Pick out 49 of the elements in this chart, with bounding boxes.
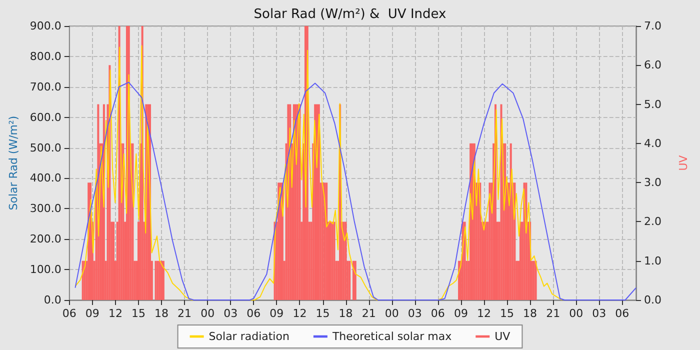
x-tick-label: 09 [85,307,100,320]
x-tick-label: 21 [178,307,192,320]
y-tick-label: 600.0 [30,110,62,124]
y-tick-label: 900.0 [30,20,62,32]
x-tick-label: 06 [62,307,76,320]
y-tick-label: 700.0 [30,80,62,94]
x-tick-label: 06 [615,307,630,320]
y2-tick-label: 1.0 [644,254,662,268]
x-tick-label: 21 [546,307,560,320]
y2-tick-label: 3.0 [644,176,662,190]
x-tick-label: 18 [523,307,538,320]
x-tick-label: 00 [569,307,584,320]
x-tick-label: 03 [408,307,422,320]
y-tick-label: 400.0 [30,172,62,185]
x-tick-label: 21 [362,307,376,320]
y2-tick-label: 6.0 [644,58,662,72]
y2-tick-label: 0.0 [644,294,662,306]
y-tick-label: 300.0 [30,202,62,216]
y2-tick-label: 5.0 [644,98,662,111]
y2-tick-label: 7.0 [644,20,662,32]
y-tick-label: 200.0 [30,232,62,246]
x-tick-label: 00 [200,307,215,320]
x-tick-label: 12 [108,307,122,320]
chart-title: Solar Rad (W/m²) & UV Index [254,7,447,22]
y2-tick-label: 4.0 [644,136,662,150]
legend-label: Theoretical solar max [331,330,452,343]
x-tick-label: 06 [246,307,261,320]
x-tick-label: 09 [454,307,468,320]
x-tick-label: 18 [338,307,353,320]
x-tick-label: 03 [592,307,606,320]
y-tick-label: 500.0 [30,141,62,154]
x-tick-label: 12 [476,307,491,320]
x-tick-label: 15 [131,307,146,320]
x-tick-label: 15 [500,307,514,320]
x-tick-label: 09 [270,307,284,320]
y-tick-label: 100.0 [30,263,62,276]
legend-label: UV [494,330,511,343]
y-axis-title: Solar Rad (W/m²) [7,116,20,210]
y-tick-label: 800.0 [30,50,62,63]
y-tick-label: 0.0 [44,294,62,306]
x-tick-label: 00 [384,307,399,320]
x-tick-label: 15 [316,307,330,320]
x-tick-label: 06 [430,307,445,320]
y2-tick-label: 2.0 [644,215,662,228]
x-tick-label: 18 [154,307,169,320]
legend-label: Solar radiation [208,330,290,343]
x-tick-label: 03 [224,307,238,320]
x-tick-label: 12 [292,307,307,320]
y2-axis-title: UV [677,154,690,171]
